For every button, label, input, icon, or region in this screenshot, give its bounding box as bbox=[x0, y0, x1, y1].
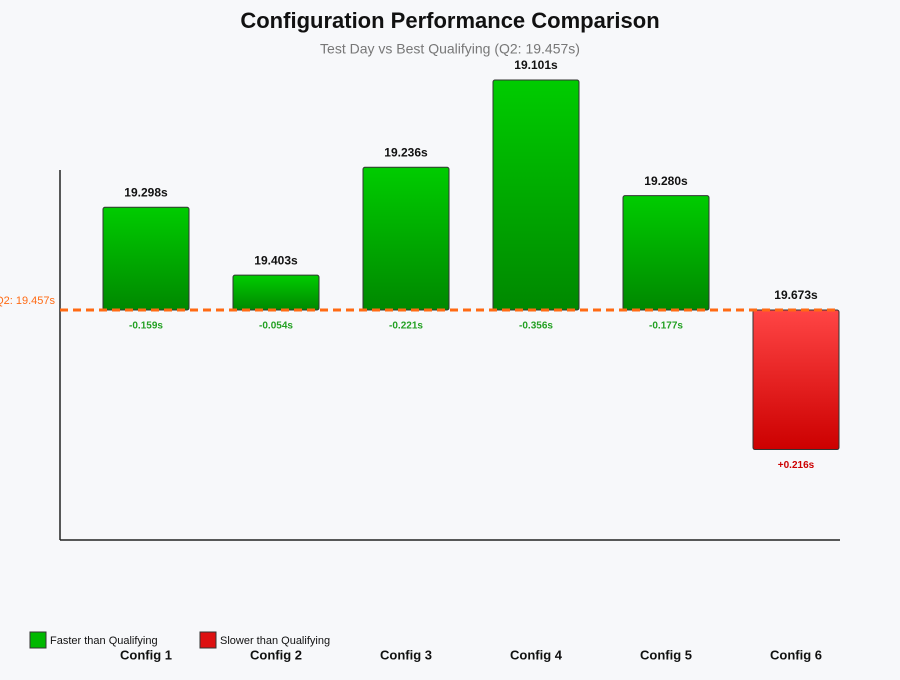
bar bbox=[492, 79, 580, 311]
value-label: 19.280s bbox=[644, 174, 688, 188]
legend-label: Slower than Qualifying bbox=[220, 635, 330, 647]
value-label: 19.403s bbox=[254, 253, 298, 267]
value-label: 19.101s bbox=[514, 58, 558, 72]
bar bbox=[362, 166, 450, 311]
legend-label: Faster than Qualifying bbox=[50, 635, 158, 647]
delta-label: -0.177s bbox=[649, 321, 683, 332]
legend-swatch bbox=[29, 631, 47, 649]
value-label: 19.673s bbox=[774, 288, 818, 302]
x-tick-label: Config 5 bbox=[640, 647, 692, 662]
bar bbox=[232, 274, 320, 311]
x-tick-label: Config 6 bbox=[770, 647, 822, 662]
delta-label: -0.054s bbox=[259, 321, 293, 332]
value-label: 19.236s bbox=[384, 145, 428, 159]
x-tick-label: Config 4 bbox=[510, 647, 563, 662]
legend-swatch bbox=[199, 631, 217, 649]
delta-label: +0.216s bbox=[778, 460, 815, 471]
baseline-label: Q2: 19.457s bbox=[0, 295, 55, 307]
x-tick-label: Config 3 bbox=[380, 647, 432, 662]
value-label: 19.298s bbox=[124, 185, 168, 199]
chart-subtitle: Test Day vs Best Qualifying (Q2: 19.457s… bbox=[320, 41, 580, 57]
x-tick-label: Config 1 bbox=[120, 647, 172, 662]
delta-label: -0.356s bbox=[519, 321, 553, 332]
bar bbox=[752, 309, 840, 451]
bar bbox=[102, 206, 190, 311]
chart-title: Configuration Performance Comparison bbox=[240, 8, 659, 33]
x-tick-label: Config 2 bbox=[250, 647, 302, 662]
delta-label: -0.159s bbox=[129, 321, 163, 332]
delta-label: -0.221s bbox=[389, 321, 423, 332]
bar bbox=[622, 195, 710, 311]
